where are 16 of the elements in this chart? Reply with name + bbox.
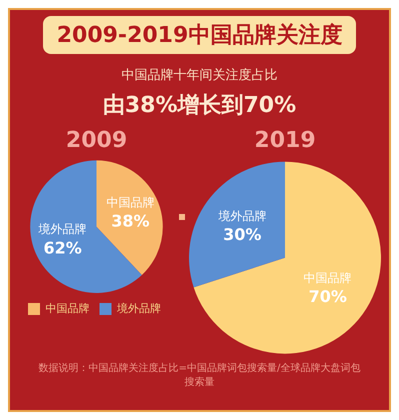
legend-label: 中国品牌 (46, 302, 90, 315)
chart-title: 2019 (254, 128, 316, 153)
data-label: 62% (43, 238, 82, 258)
chart-title: 2009 (66, 128, 128, 153)
slice-label: 中国品牌 (304, 270, 352, 285)
slice-label: 中国品牌 (106, 195, 154, 210)
data-label: 70% (308, 286, 347, 306)
legend-label: 境外品牌 (116, 302, 161, 315)
data-label: 38% (111, 211, 150, 230)
text: 数据说明：中国品牌关注度占比=中国品牌词包搜索量/全球品牌大盘词包搜索量 (38, 362, 362, 390)
text: 2009-2019中国品牌关注度 (42, 16, 356, 54)
text: 由38%增长到70% (102, 92, 298, 120)
text: 中国品牌十年间关注度占比 (120, 67, 278, 84)
slice-label: 境外品牌 (217, 208, 266, 223)
data-label: 30% (223, 224, 262, 244)
slice-label: 境外品牌 (38, 222, 87, 236)
